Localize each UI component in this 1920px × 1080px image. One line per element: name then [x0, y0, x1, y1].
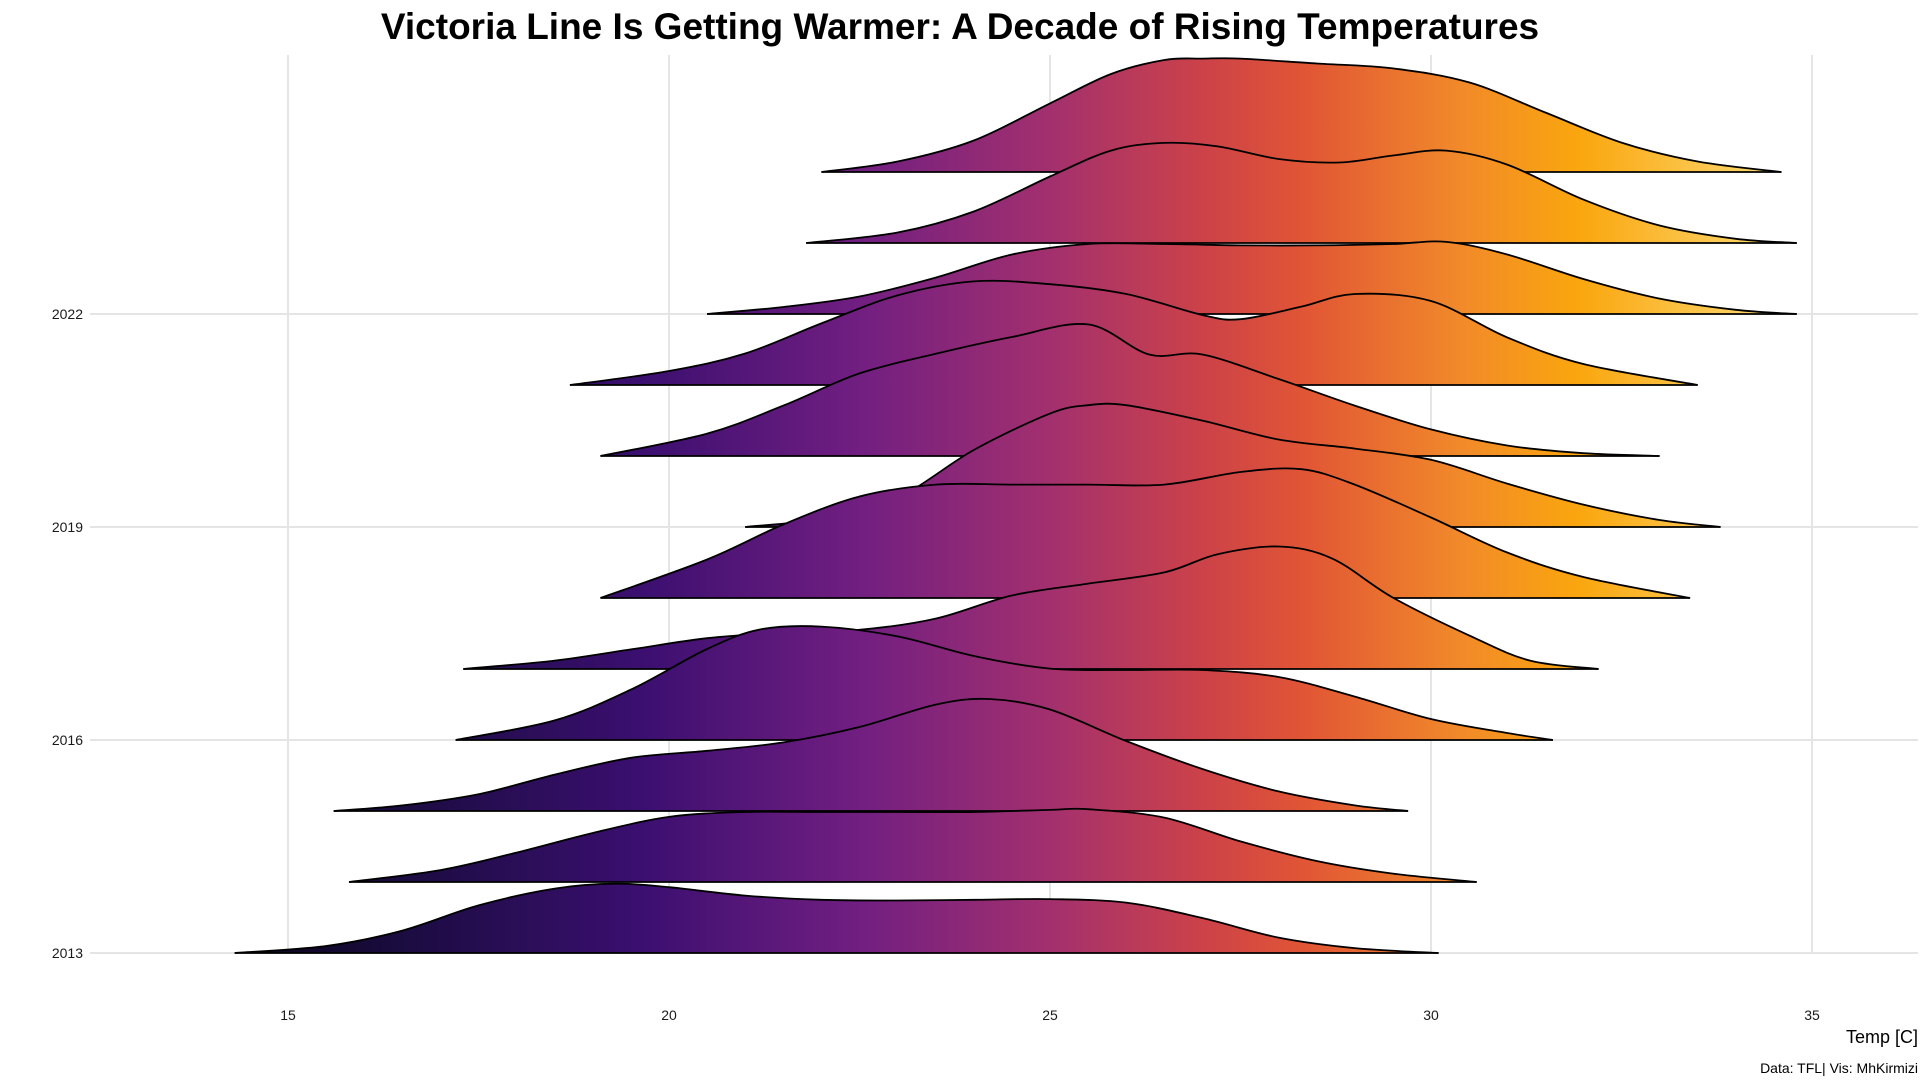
ridge-outline — [333, 697, 1409, 812]
x-axis-ticks: 15 20 25 30 35 — [280, 1007, 1820, 1023]
x-tick-label: 20 — [661, 1007, 677, 1023]
y-tick-label-2016: 2016 — [52, 732, 83, 748]
ridge-2 — [333, 697, 1409, 812]
y-tick-label-2022: 2022 — [52, 306, 83, 322]
caption: Data: TFL| Vis: MhKirmizi — [1760, 1060, 1918, 1076]
y-axis-ticks: 2013 2016 2019 2022 — [52, 306, 83, 961]
ridge-outline — [600, 467, 1691, 599]
ridge-outline — [600, 323, 1660, 457]
ridge-1 — [348, 807, 1477, 883]
ridge-0 — [234, 882, 1439, 954]
x-tick-label: 35 — [1804, 1007, 1820, 1023]
x-tick-label: 30 — [1423, 1007, 1439, 1023]
ridge-fill — [455, 625, 1553, 740]
ridge-fill — [600, 468, 1691, 598]
ridge-fill — [234, 883, 1439, 953]
ridge-outline — [348, 807, 1477, 883]
ridge-outline — [234, 882, 1439, 954]
chart-title: Victoria Line Is Getting Warmer: A Decad… — [380, 6, 1540, 47]
ridge-fill — [349, 808, 1477, 882]
ridges — [234, 57, 1797, 954]
ridge-outline — [806, 141, 1797, 244]
x-tick-label: 15 — [280, 1007, 296, 1023]
ridge-10 — [806, 141, 1797, 244]
x-tick-label: 25 — [1042, 1007, 1058, 1023]
ridge-fill — [600, 323, 1660, 456]
ridge-9 — [707, 240, 1797, 315]
ridge-fill — [821, 58, 1782, 172]
ridge-fill — [333, 698, 1409, 811]
ridge-fill — [806, 142, 1797, 243]
ridge-outline — [821, 57, 1782, 173]
ridge-outline — [463, 545, 1599, 670]
ridge-outline — [455, 625, 1554, 741]
ridge-outline — [707, 240, 1797, 315]
y-tick-label-2019: 2019 — [52, 519, 83, 535]
ridge-11 — [821, 57, 1782, 173]
x-axis-label: Temp [C] — [1846, 1027, 1918, 1047]
ridge-fill — [569, 280, 1698, 385]
ridge-fill — [707, 241, 1797, 314]
y-tick-label-2013: 2013 — [52, 945, 83, 961]
ridge-outline — [569, 279, 1698, 386]
